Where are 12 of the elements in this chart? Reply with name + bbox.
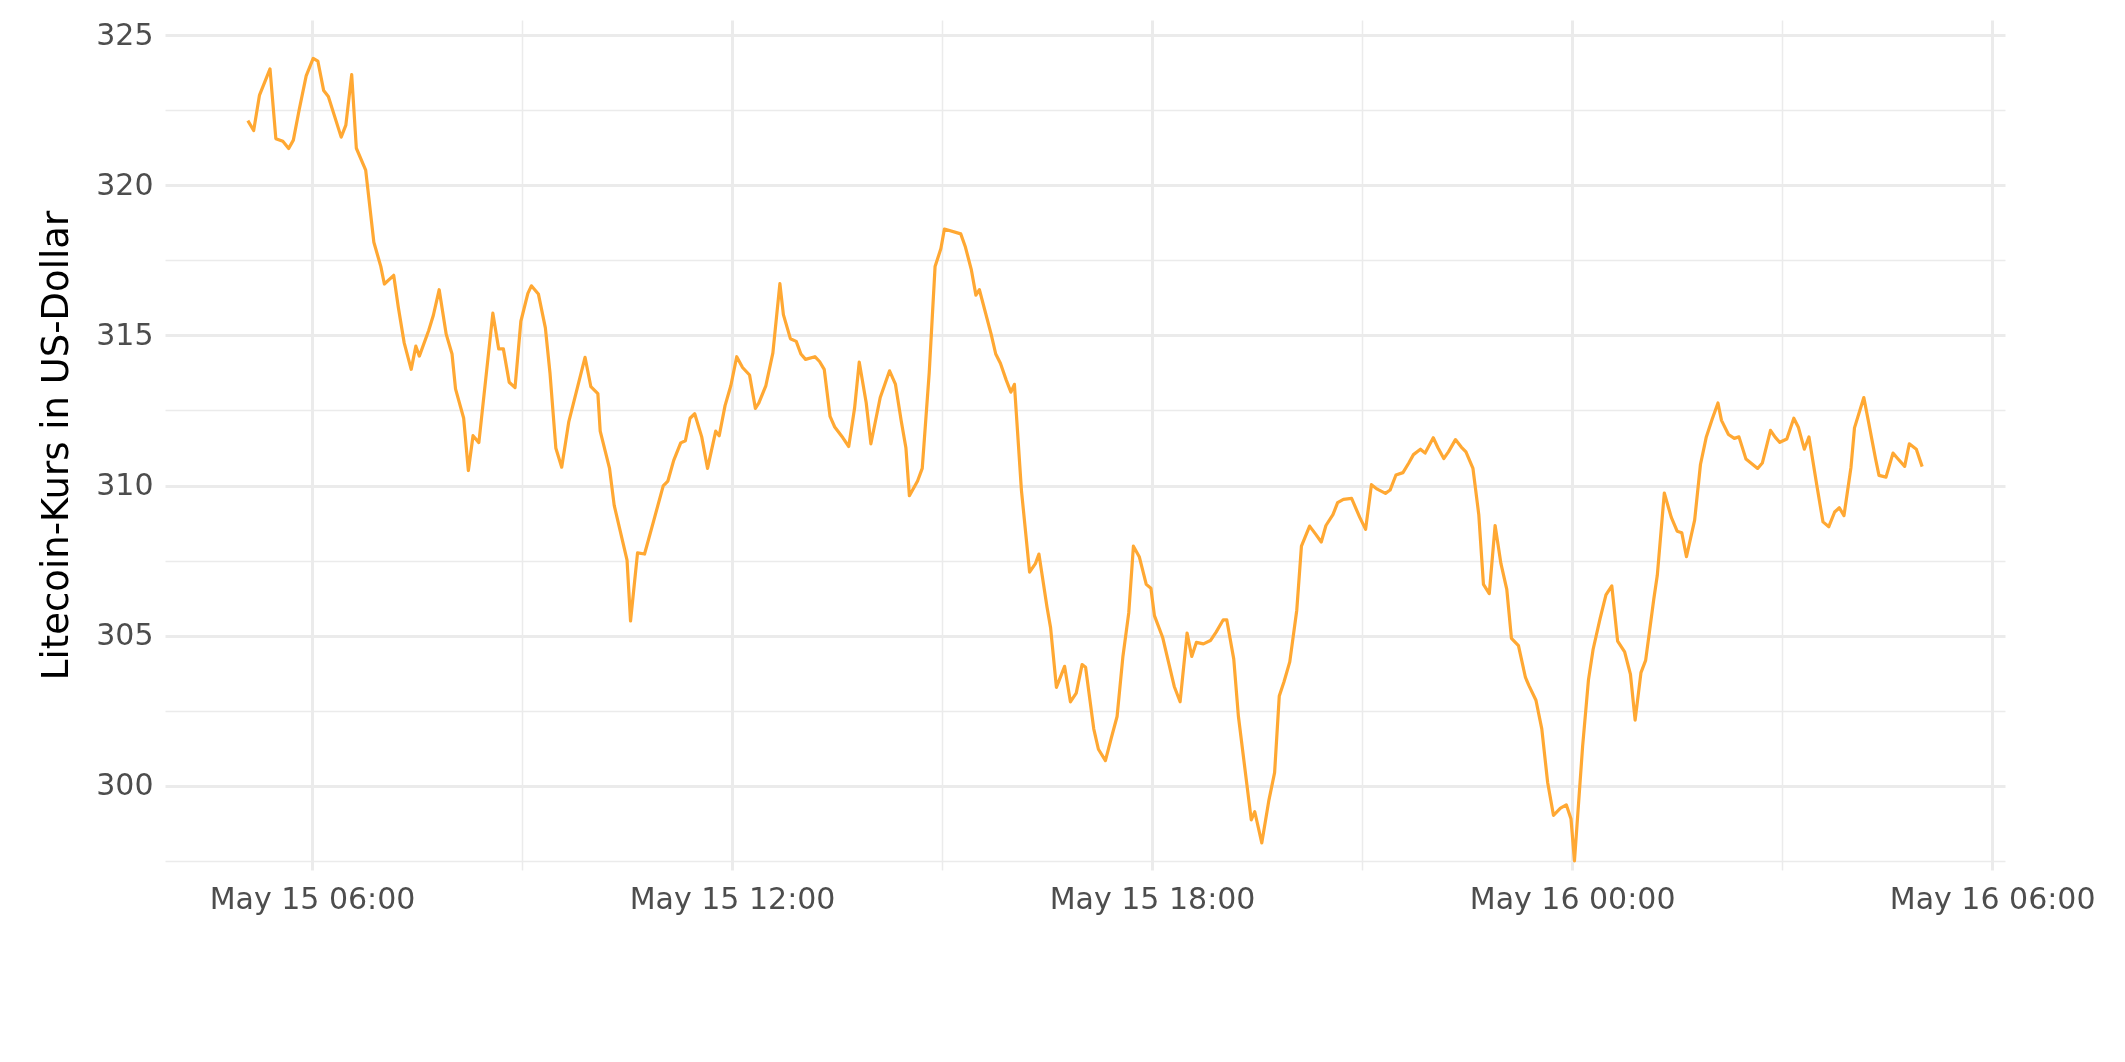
x-tick-label: May 15 06:00	[209, 880, 416, 916]
x-tick-label: May 16 06:00	[1889, 880, 2096, 916]
y-axis-title: Litecoin-Kurs in US-Dollar	[34, 210, 78, 681]
y-tick-label: 315	[96, 316, 154, 352]
y-tick-label: 305	[96, 617, 154, 653]
x-tick-label: May 16 00:00	[1469, 880, 1676, 916]
y-tick-label: 325	[96, 16, 154, 52]
x-tick-label: May 15 12:00	[629, 880, 836, 916]
y-tick-label: 320	[96, 166, 154, 202]
y-tick-label: 300	[96, 767, 154, 803]
x-tick-label: May 15 18:00	[1049, 880, 1256, 916]
y-tick-label: 310	[96, 467, 154, 503]
